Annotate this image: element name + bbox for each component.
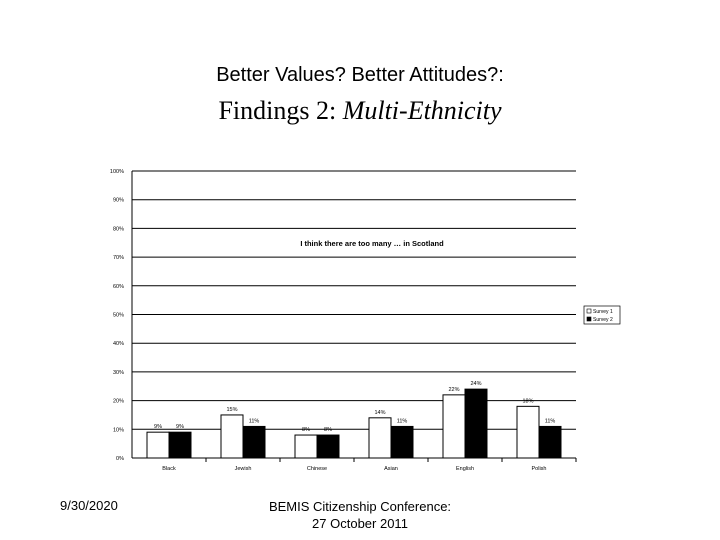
legend-label-survey-2: Survey 2 [593, 317, 613, 323]
x-tick-label: Asian [384, 466, 398, 472]
chart-legend: Survey 1 Survey 2 [583, 305, 621, 325]
y-tick-label: 100% [110, 169, 124, 175]
bar-survey-1 [294, 434, 318, 459]
footer-date: 9/30/2020 [60, 498, 118, 513]
y-tick-label: 60% [113, 284, 124, 290]
bar-survey-1 [516, 405, 540, 459]
slide-title-italic: Multi-Ethnicity [342, 96, 502, 125]
data-label: 24% [470, 381, 481, 387]
footer-conference-line-1: BEMIS Citizenship Conference: [268, 499, 452, 514]
chart-labels: 9% 9% 15% 11% 8% 8% 14% 11% 22% 24% 18% 11% [154, 381, 555, 433]
chart-bars [146, 388, 562, 459]
y-tick-label: 10% [113, 427, 124, 433]
data-label: 18% [522, 398, 533, 404]
footer-conference-line-2: 27 October 2011 [312, 516, 408, 531]
y-tick-label: 20% [113, 399, 124, 405]
data-label: 11% [249, 418, 260, 424]
data-label: 22% [448, 387, 459, 393]
legend-swatch-survey-1 [586, 308, 592, 314]
x-tick-label: Black [162, 466, 176, 472]
data-label: 8% [324, 427, 332, 433]
x-tick-label: Chinese [307, 466, 327, 472]
legend-swatch-survey-2 [586, 316, 592, 322]
y-tick-label: 30% [113, 370, 124, 376]
bar-survey-2 [168, 431, 192, 459]
x-tick-label: English [456, 466, 474, 472]
y-tick-label: 40% [113, 341, 124, 347]
bar-survey-2 [464, 388, 488, 459]
data-label: 11% [397, 418, 408, 424]
chart-title: I think there are too many … in Scotland [300, 239, 444, 248]
bar-survey-2 [538, 425, 562, 459]
y-tick-label: 50% [113, 313, 124, 319]
bar-survey-1 [442, 394, 466, 459]
data-label: 9% [154, 424, 162, 430]
y-tick-label: 90% [113, 198, 124, 204]
x-tick-label: Jewish [235, 466, 252, 472]
chart-axes: 0% 10% 20% 30% 40% 50% 60% 70% 80% 90% 100% Black Je… [110, 169, 577, 472]
bar-survey-2 [390, 425, 414, 459]
slide-title: Findings 2: Multi-Ethnicity [0, 96, 720, 126]
y-tick-label: 0% [116, 456, 124, 462]
bar-survey-2 [242, 425, 266, 459]
data-label: 11% [545, 418, 556, 424]
legend-box [583, 305, 621, 325]
data-label: 9% [176, 424, 184, 430]
slide-title-main: Findings 2: [218, 96, 343, 125]
data-label: 14% [374, 410, 385, 416]
bar-survey-1 [146, 431, 170, 459]
legend-label-survey-1: Survey 1 [593, 309, 613, 315]
data-label: 15% [226, 407, 237, 413]
x-tick-label: Polish [532, 466, 547, 472]
bar-survey-1 [220, 414, 244, 459]
y-tick-label: 70% [113, 255, 124, 261]
footer-conference: BEMIS Citizenship Conference: 27 October… [240, 498, 480, 532]
bar-survey-2 [316, 434, 340, 459]
data-label: 8% [302, 427, 310, 433]
slide-supertitle: Better Values? Better Attitudes?: [216, 64, 504, 86]
chart-gridlines [132, 170, 576, 430]
y-tick-label: 80% [113, 226, 124, 232]
bar-survey-1 [368, 417, 392, 459]
